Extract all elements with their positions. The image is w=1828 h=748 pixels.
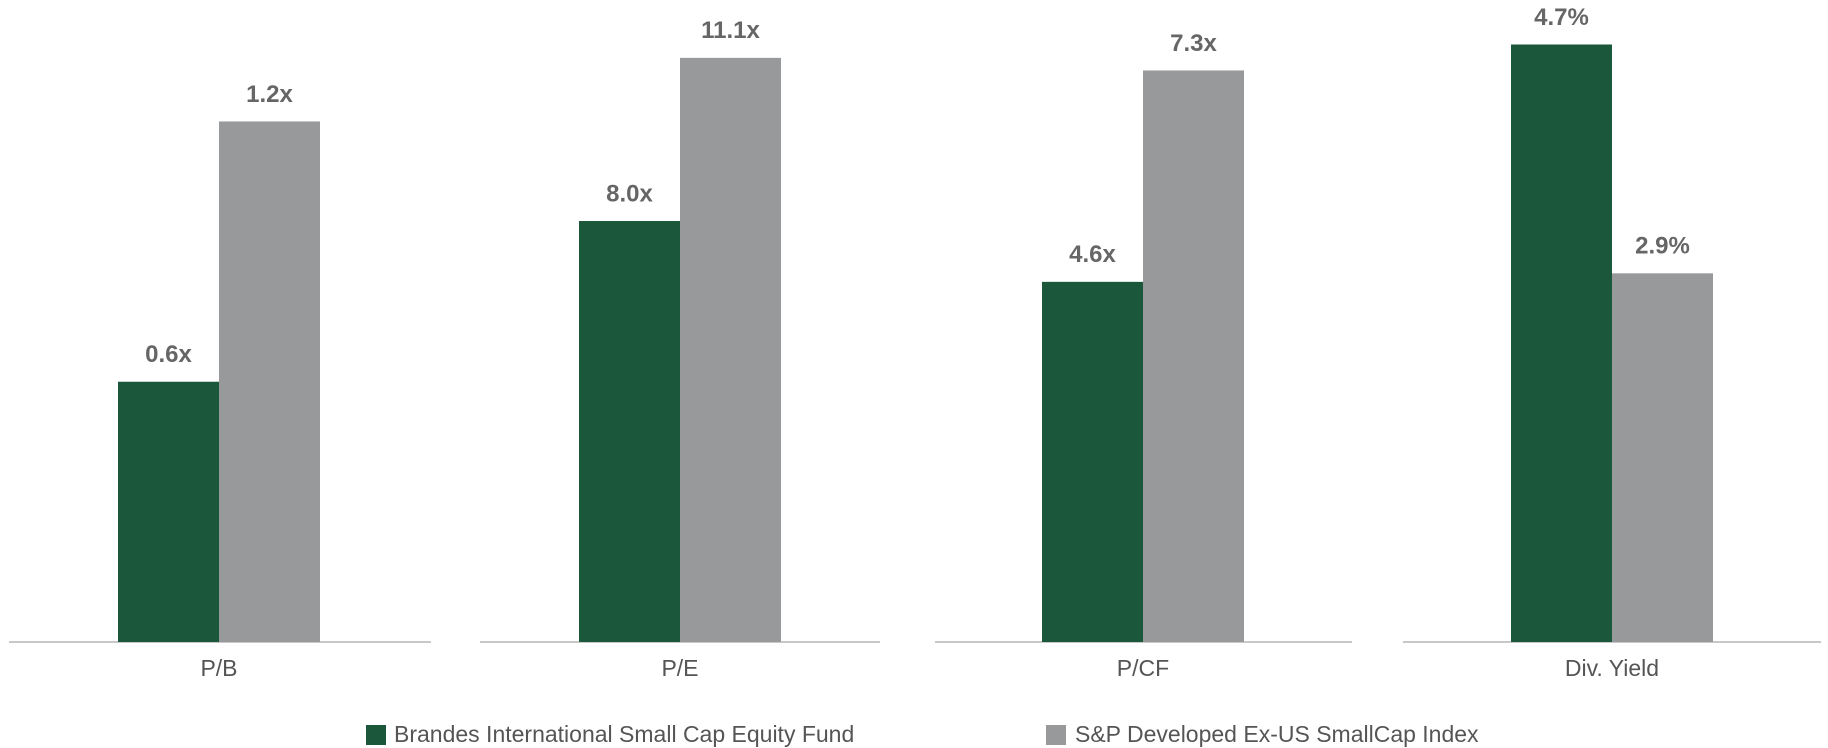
value-label: 11.1x: [701, 17, 760, 44]
bar: [118, 381, 219, 642]
value-label: 4.6x: [1069, 241, 1116, 268]
bar: [1612, 273, 1713, 642]
value-label: 4.7%: [1534, 4, 1589, 31]
x-tick-label: P/B: [200, 655, 237, 681]
value-label: 1.2x: [246, 81, 293, 108]
x-tick-label: P/CF: [1117, 655, 1169, 681]
bar: [1143, 70, 1244, 642]
value-label: 7.3x: [1170, 30, 1217, 57]
value-label: 0.6x: [145, 341, 192, 368]
bar: [1511, 44, 1612, 642]
legend-label: S&P Developed Ex-US SmallCap Index: [1075, 721, 1479, 747]
x-tick-label: P/E: [661, 655, 698, 681]
x-tick-label: Div. Yield: [1565, 655, 1659, 681]
legend-swatch: [1046, 725, 1066, 745]
bar: [219, 121, 320, 642]
bar: [680, 57, 781, 642]
value-label: 8.0x: [606, 180, 653, 207]
value-label: 2.9%: [1635, 233, 1690, 260]
bar: [579, 221, 680, 642]
legend-label: Brandes International Small Cap Equity F…: [394, 721, 854, 747]
bar: [1042, 281, 1143, 642]
legend-swatch: [366, 725, 386, 745]
